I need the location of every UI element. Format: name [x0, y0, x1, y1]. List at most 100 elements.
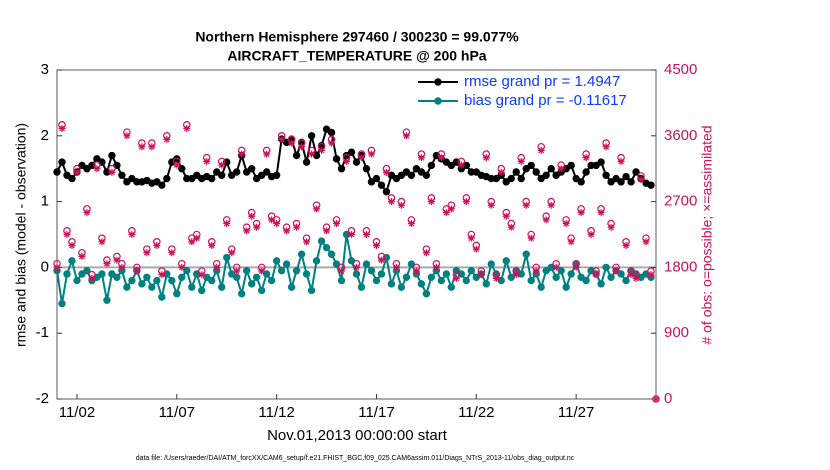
- data-point: [592, 161, 600, 170]
- data-point: [93, 165, 101, 173]
- data-point: [58, 124, 66, 132]
- data-point: [242, 168, 251, 176]
- x-tick-label: 11/07: [159, 404, 195, 421]
- data-point: [487, 260, 495, 268]
- data-point: [63, 231, 71, 238]
- data-point: [223, 253, 231, 262]
- plot-area: [56, 69, 657, 400]
- data-point: [327, 128, 336, 137]
- data-point: [322, 125, 331, 133]
- data-point: [402, 168, 411, 176]
- data-point: [173, 290, 181, 298]
- data-point: [467, 266, 476, 275]
- data-point: [73, 168, 81, 176]
- data-point: [607, 178, 615, 186]
- data-point: [248, 212, 256, 220]
- data-point: [302, 158, 311, 166]
- data-point: [272, 257, 281, 265]
- data-point: [502, 257, 510, 265]
- data-point: [198, 286, 206, 295]
- data-point: [98, 270, 106, 278]
- chart-title: Northern Hemisphere 297460 / 300230 = 99…: [195, 29, 519, 45]
- data-point: [362, 260, 371, 268]
- data-point: [218, 171, 226, 179]
- data-point: [298, 143, 306, 151]
- legend-marker: [434, 97, 442, 105]
- data-point: [482, 154, 490, 162]
- data-point: [178, 273, 186, 281]
- data-point: [68, 257, 76, 265]
- data-point: [233, 267, 241, 275]
- data-point: [597, 280, 605, 288]
- data-point: [412, 165, 421, 173]
- data-point: [417, 280, 426, 288]
- data-point: [252, 273, 261, 281]
- data-point: [482, 280, 490, 288]
- data-point: [492, 174, 500, 183]
- data-point: [647, 181, 655, 189]
- data-point: [362, 165, 371, 173]
- data-point: [502, 212, 510, 220]
- data-point: [532, 168, 540, 176]
- legend-label: rmse grand pr = 1.4947: [464, 73, 620, 90]
- data-point: [547, 165, 555, 173]
- data-point: [213, 263, 221, 271]
- data-point: [158, 293, 166, 301]
- data-point: [63, 171, 71, 179]
- data-point: [213, 168, 221, 176]
- x-tick-label: 11/27: [558, 404, 594, 421]
- data-point: [283, 227, 291, 235]
- data-point: [532, 267, 540, 275]
- chart-subtitle: AIRCRAFT_TEMPERATURE @ 200 hPa: [227, 48, 486, 64]
- data-point: [108, 151, 116, 160]
- data-point: [252, 174, 261, 183]
- data-point: [188, 283, 196, 291]
- data-point: [262, 270, 271, 278]
- data-point: [257, 286, 266, 295]
- data-point: [193, 234, 201, 242]
- data-point: [103, 260, 111, 268]
- data-point: [647, 271, 655, 279]
- data-point: [143, 273, 151, 281]
- x-tick-label: 11/12: [258, 404, 294, 421]
- data-point: [288, 139, 296, 147]
- data-point: [337, 276, 346, 285]
- data-point: [527, 234, 535, 242]
- data-point: [542, 171, 550, 179]
- data-point: [78, 252, 86, 260]
- data-point: [422, 290, 431, 298]
- data-point: [492, 274, 500, 282]
- data-point: [557, 266, 565, 275]
- y-tick-label: 0: [41, 258, 49, 275]
- data-point: [88, 274, 96, 282]
- data-point: [103, 296, 111, 304]
- data-point: [272, 171, 281, 179]
- data-point: [607, 273, 615, 281]
- data-point: [327, 250, 336, 258]
- y2-axis-label: # of obs: o=possible; ×=assimilated: [699, 125, 715, 344]
- data-point: [577, 209, 585, 217]
- data-point: [357, 154, 365, 162]
- footnote: data file: /Users/raeder/DAI/ATM_forcXX/…: [136, 455, 575, 462]
- data-point: [262, 168, 271, 176]
- data-point: [597, 158, 605, 166]
- data-point: [118, 263, 126, 271]
- data-point: [168, 276, 176, 285]
- data-point: [442, 209, 450, 217]
- y2-tick-label: 4500: [664, 61, 697, 78]
- data-point: [303, 238, 311, 246]
- data-point: [83, 165, 91, 173]
- data-point: [457, 161, 465, 169]
- data-point: [277, 266, 286, 275]
- data-point: [382, 188, 391, 196]
- data-point: [582, 154, 590, 162]
- data-point: [153, 241, 161, 249]
- data-point: [123, 283, 131, 291]
- data-point: [627, 178, 635, 186]
- data-point: [297, 250, 306, 258]
- data-point: [437, 276, 446, 285]
- data-point: [497, 168, 505, 176]
- data-point: [83, 266, 91, 275]
- data-point: [98, 238, 106, 246]
- data-point: [302, 270, 311, 278]
